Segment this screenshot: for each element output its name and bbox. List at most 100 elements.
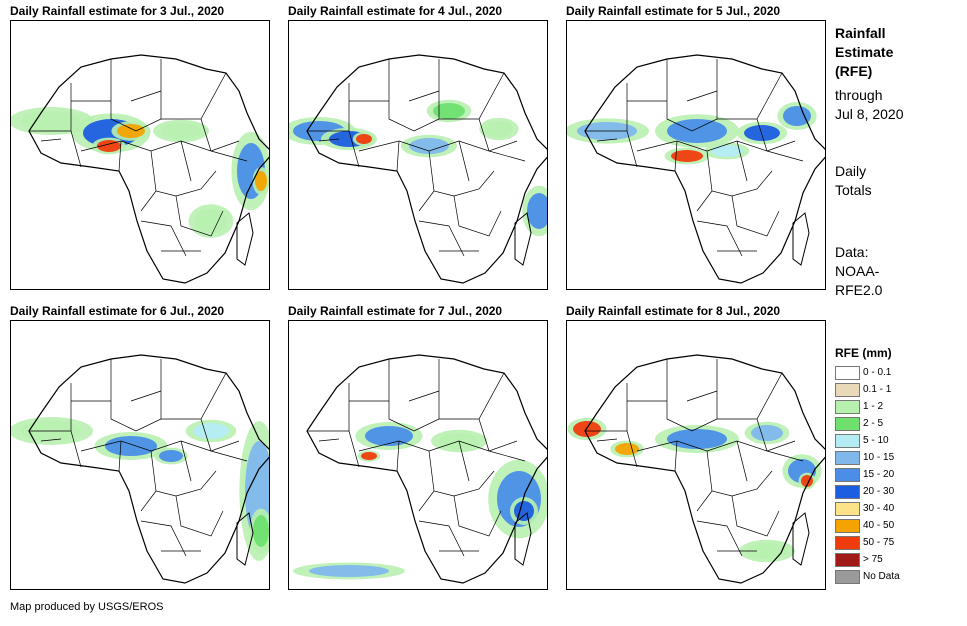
- legend-item: 20 - 30: [835, 483, 955, 500]
- footer-credit: Map produced by USGS/EROS: [10, 601, 164, 613]
- country-border: [150, 150, 217, 197]
- country-border: [210, 150, 248, 162]
- rain-area: [527, 193, 547, 229]
- country-border: [408, 390, 440, 402]
- through-label: through: [835, 87, 883, 103]
- legend-item: 50 - 75: [835, 534, 955, 551]
- country-border: [418, 190, 435, 212]
- panel-title: Daily Rainfall estimate for 4 Jul., 2020: [288, 4, 503, 18]
- legend-label: 15 - 20: [863, 469, 895, 480]
- legend-swatch: [835, 399, 860, 414]
- coastline: [28, 354, 269, 584]
- legend-label: 5 - 10: [863, 435, 889, 446]
- data-line: RFE2.0: [835, 282, 883, 298]
- country-border: [110, 359, 162, 432]
- country-border: [118, 440, 122, 472]
- through-date: through Jul 8, 2020: [835, 86, 904, 124]
- legend-swatch: [835, 365, 860, 380]
- rain-area: [747, 543, 787, 559]
- africa-map: [567, 54, 825, 284]
- legend-item: > 75: [835, 551, 955, 568]
- country-border: [478, 418, 490, 452]
- legend-swatch: [835, 484, 860, 499]
- rain-area: [667, 119, 727, 143]
- madagascar-outline: [236, 512, 254, 566]
- madagascar-outline: [792, 212, 810, 266]
- country-border: [674, 140, 678, 172]
- legend-label: 1 - 2: [863, 401, 884, 412]
- rain-area: [433, 103, 465, 119]
- rain-area: [365, 426, 413, 446]
- legend-swatch: [835, 552, 860, 567]
- rain-area: [667, 429, 727, 449]
- legend-rows: 0 - 0.1 0.1 - 1 1 - 2 2 - 5 5 - 10 10 - 15 15 …: [835, 364, 955, 585]
- rain-area: [309, 565, 389, 577]
- coastline: [28, 54, 269, 284]
- daily-line: Totals: [835, 182, 872, 198]
- country-border: [130, 90, 162, 102]
- country-border: [318, 438, 340, 442]
- rain-area: [21, 111, 81, 131]
- title-line: Estimate: [835, 44, 894, 60]
- rain-area: [514, 501, 534, 521]
- rain-area: [356, 134, 372, 144]
- rainfall-map: [288, 20, 548, 290]
- country-border: [388, 59, 440, 132]
- country-border: [717, 372, 783, 420]
- title-line: Rainfall: [835, 25, 886, 41]
- coastline: [584, 354, 825, 584]
- country-border: [736, 140, 748, 182]
- through-date-value: Jul 8, 2020: [835, 106, 904, 122]
- coastline: [306, 54, 547, 284]
- legend-swatch: [835, 433, 860, 448]
- country-border: [110, 59, 162, 132]
- country-border: [200, 418, 212, 452]
- legend-label: 40 - 50: [863, 520, 895, 531]
- product-title: Rainfall Estimate (RFE): [835, 24, 893, 81]
- country-border: [318, 138, 340, 142]
- country-border: [756, 118, 768, 152]
- data-line: NOAA-: [835, 263, 880, 279]
- legend-label: 10 - 15: [863, 452, 895, 463]
- country-border: [80, 140, 240, 152]
- country-border: [408, 90, 440, 102]
- country-border: [731, 195, 780, 237]
- rainfall-map: [566, 320, 826, 590]
- daily-totals-label: Daily Totals: [835, 162, 872, 200]
- data-source: Data: NOAA- RFE2.0: [835, 243, 882, 300]
- legend-label: No Data: [863, 571, 900, 582]
- rain-area: [105, 436, 157, 456]
- country-border: [766, 150, 804, 162]
- panel-title: Daily Rainfall estimate for 6 Jul., 2020: [10, 304, 225, 318]
- rain-area: [161, 123, 201, 139]
- country-border: [596, 138, 618, 142]
- rainfall-map: [566, 20, 826, 290]
- country-border: [396, 140, 400, 172]
- country-border: [418, 520, 465, 557]
- madagascar-outline: [792, 512, 810, 566]
- country-border: [358, 440, 518, 452]
- country-border: [358, 140, 518, 152]
- country-border: [666, 359, 718, 432]
- country-border: [418, 490, 435, 512]
- country-border: [453, 495, 502, 537]
- country-border: [439, 372, 505, 420]
- madagascar-outline: [514, 512, 532, 566]
- country-border: [388, 359, 440, 432]
- country-border: [428, 150, 495, 197]
- legend-item: 1 - 2: [835, 398, 955, 415]
- legend-swatch: [835, 518, 860, 533]
- country-border: [488, 450, 526, 462]
- country-border: [686, 390, 718, 402]
- country-border: [756, 418, 768, 452]
- country-border: [210, 450, 248, 462]
- country-border: [180, 140, 192, 182]
- country-border: [706, 450, 773, 497]
- rainfall-map: [10, 20, 270, 290]
- daily-line: Daily: [835, 163, 867, 179]
- legend-swatch: [835, 382, 860, 397]
- country-border: [717, 72, 783, 120]
- madagascar-outline: [236, 212, 254, 266]
- legend-title: RFE (mm): [835, 346, 892, 360]
- country-border: [80, 440, 240, 452]
